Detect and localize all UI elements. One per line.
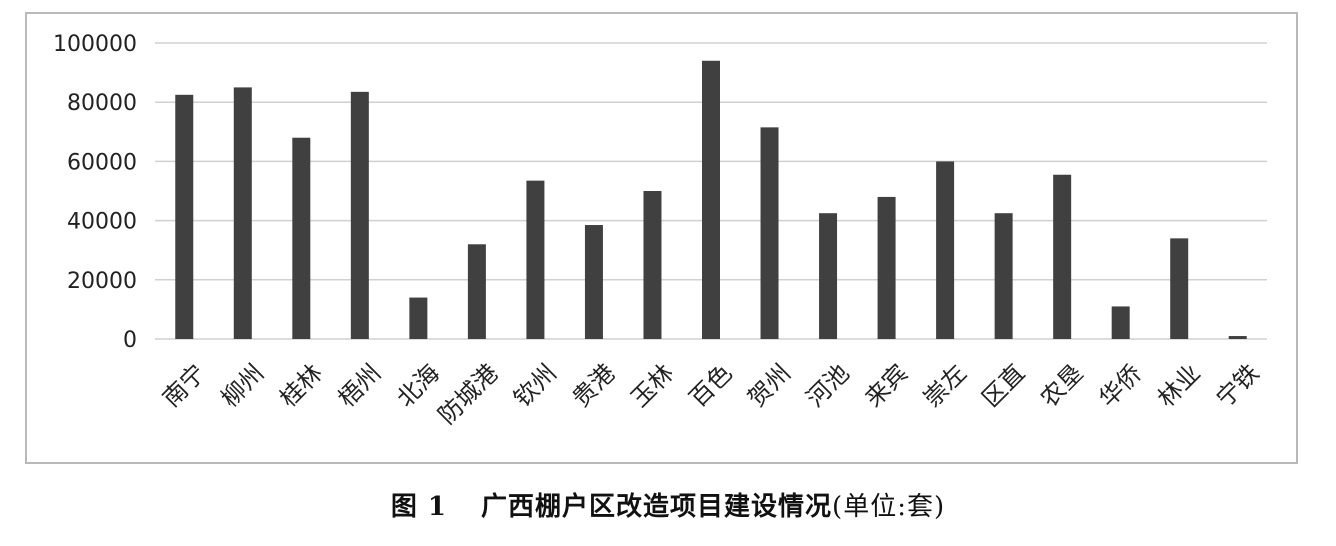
bar xyxy=(1170,238,1189,339)
category-label: 宁铁 xyxy=(1211,359,1265,413)
bar xyxy=(584,225,603,339)
bar xyxy=(292,137,311,339)
y-tick-label: 80000 xyxy=(67,91,137,116)
chart-frame: 0 20000 40000 60000 80000 100000 南宁 柳州 桂林 梧州 北海 防城… xyxy=(25,12,1298,464)
category-label: 农垦 xyxy=(1035,359,1089,413)
category-label: 河池 xyxy=(801,359,855,413)
category-label: 钦州 xyxy=(508,359,562,413)
y-tick-label: 20000 xyxy=(67,269,137,294)
bar xyxy=(1111,306,1130,339)
figure-caption: 图 1 广西棚户区改造项目建设情况(单位:套) xyxy=(0,486,1336,523)
figure-unit: (单位:套) xyxy=(832,492,946,522)
category-label: 崇左 xyxy=(918,359,972,413)
category-label: 百色 xyxy=(684,359,738,413)
category-label: 玉林 xyxy=(625,359,679,413)
bar-chart: 0 20000 40000 60000 80000 100000 南宁 柳州 桂林 梧州 北海防城… xyxy=(53,32,1267,430)
bar xyxy=(350,91,369,339)
category-label: 来宾 xyxy=(860,359,914,413)
bar xyxy=(819,213,838,339)
bar xyxy=(877,196,896,339)
bar xyxy=(643,191,662,339)
category-label: 桂林 xyxy=(274,359,328,413)
figure-title: 广西棚户区改造项目建设情况 xyxy=(481,492,833,522)
y-tick-label: 0 xyxy=(123,328,137,353)
bars xyxy=(175,60,1247,340)
y-tick-label: 100000 xyxy=(53,32,137,57)
category-label: 贺州 xyxy=(742,359,796,413)
y-axis-ticks: 0 20000 40000 60000 80000 100000 xyxy=(53,32,137,353)
category-label: 区直 xyxy=(977,359,1031,413)
bar xyxy=(175,94,194,339)
bar xyxy=(760,127,779,339)
category-label: 华侨 xyxy=(1094,359,1148,413)
bar xyxy=(994,213,1013,339)
figure-number: 图 1 xyxy=(390,492,448,522)
bar xyxy=(467,244,486,339)
category-label: 南宁 xyxy=(157,359,211,413)
y-tick-label: 40000 xyxy=(67,210,137,235)
bar xyxy=(702,60,720,339)
category-label: 梧州 xyxy=(333,359,387,413)
bar xyxy=(233,87,252,340)
category-label: 林业 xyxy=(1152,359,1206,413)
category-label: 防城港 xyxy=(433,359,504,430)
y-tick-label: 60000 xyxy=(67,150,137,175)
category-label: 贵港 xyxy=(567,359,621,413)
category-label: 柳州 xyxy=(216,359,270,413)
bar xyxy=(1053,174,1072,339)
bar xyxy=(1228,336,1247,339)
bar xyxy=(526,180,545,339)
bar xyxy=(409,297,428,339)
bar xyxy=(936,161,955,339)
